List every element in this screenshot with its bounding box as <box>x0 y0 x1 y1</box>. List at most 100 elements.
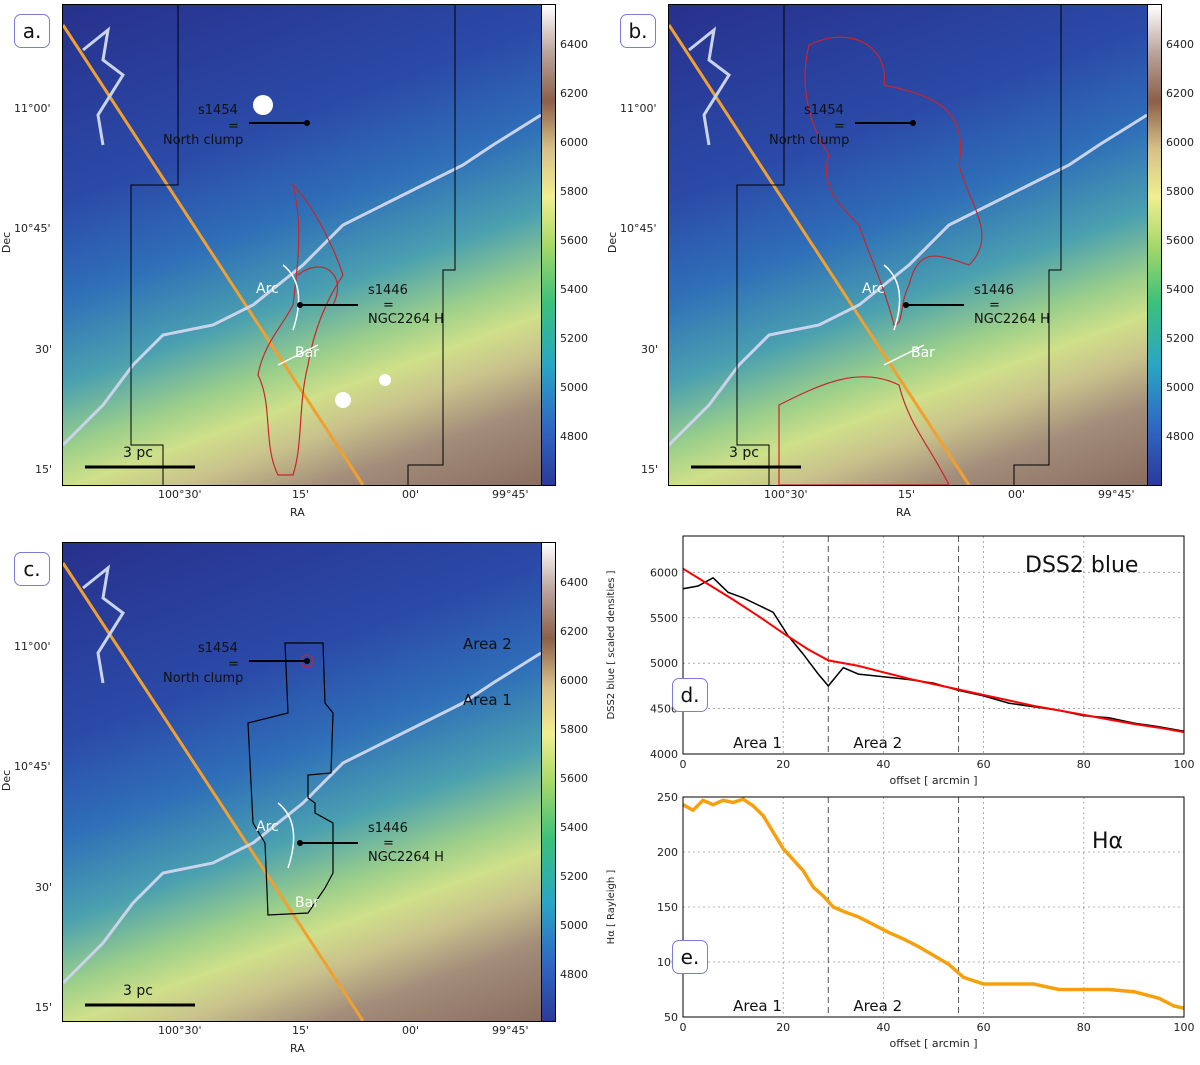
x-tick-label: 0 <box>680 1021 687 1034</box>
survey-boundary <box>669 26 1147 447</box>
dec-tick: 10°45' <box>620 222 657 235</box>
s1454-marker <box>910 120 916 126</box>
ra-tick: 15' <box>292 1024 310 1037</box>
area2-label: Area 2 <box>463 635 512 653</box>
y-tick-label: 250 <box>657 791 678 804</box>
orange-line <box>63 562 365 1021</box>
colorbar-tick: 6000 <box>560 674 588 687</box>
s1446-marker <box>903 302 909 308</box>
map-overlay-c <box>63 562 541 1021</box>
colorbar-tick: 6400 <box>560 38 588 51</box>
chart-title: DSS2 blue <box>1025 553 1138 578</box>
arc-curve <box>282 264 300 331</box>
dec-tick: 10°45' <box>14 760 51 773</box>
scale-bar-label: 3 pc <box>123 983 153 999</box>
y-tick-label: 4500 <box>650 703 678 716</box>
colorbar-tick: 6400 <box>1166 38 1194 51</box>
ra-tick: 15' <box>292 488 310 501</box>
survey-boundary <box>63 564 541 985</box>
bar-label: Bar <box>911 345 935 361</box>
panel-label-a: a. <box>14 14 50 48</box>
coverage-outline <box>130 5 456 485</box>
panel-d: 0 20 40 60 80 100 4000 4500 5000 5500 6000 DSS2 blu… <box>600 528 1200 790</box>
s1454-alias: North clump <box>163 133 244 148</box>
contours <box>778 36 983 485</box>
x-axis-label: offset [ arcmin ] <box>889 1037 977 1050</box>
chart-d: 0 20 40 60 80 100 4000 4500 5000 5500 6000 DSS2 blu… <box>606 535 1195 787</box>
s1446-label: s1446 <box>974 283 1014 298</box>
x-tick-label: 20 <box>776 1021 790 1034</box>
bar-line <box>277 344 319 366</box>
panel-label-d: d. <box>672 678 708 712</box>
area1-label: Area 1 <box>733 734 782 752</box>
y-tick-label: 4000 <box>650 748 678 761</box>
s1446-marker <box>297 840 303 846</box>
panel-label-e: e. <box>672 940 708 974</box>
s1454-label: s1454 <box>198 103 238 118</box>
x-tick-label: 100 <box>1174 758 1195 771</box>
x-tick-label: 100 <box>1174 1021 1195 1034</box>
panel-b: s1454 = North clump s1446 = NGC2264 H Ar… <box>606 0 1200 525</box>
contours <box>257 183 344 476</box>
plot-frame <box>682 796 1185 1018</box>
extraction-region <box>247 642 334 916</box>
orange-line <box>669 24 971 485</box>
panel-c: s1454 = North clump s1446 = NGC2264 H Ar… <box>0 538 600 1061</box>
panel-label-b: b. <box>620 14 656 48</box>
colorbar-tick: 5000 <box>1166 381 1194 394</box>
s1446-alias: NGC2264 H <box>368 850 444 865</box>
colorbar-tick: 5800 <box>1166 185 1194 198</box>
ra-axis-label: RA <box>896 506 911 519</box>
dec-axis-label: Dec <box>606 231 620 254</box>
s1454-equals: = <box>228 119 239 134</box>
dec-tick: 10°45' <box>14 222 51 235</box>
s1446-label: s1446 <box>368 283 408 298</box>
y-tick-label: 5500 <box>650 612 678 625</box>
s1446-alias: NGC2264 H <box>368 312 444 327</box>
x-tick-label: 80 <box>1077 758 1091 771</box>
scale-bar-label: 3 pc <box>729 445 759 461</box>
s1454-label: s1454 <box>804 103 844 118</box>
colorbar-tick: 5200 <box>560 870 588 883</box>
dec-tick: 11°00' <box>620 102 657 115</box>
s1446-alias: NGC2264 H <box>974 312 1050 327</box>
colorbar-tick: 5200 <box>1166 332 1194 345</box>
colorbar-tick: 4800 <box>1166 430 1194 443</box>
dec-tick: 30' <box>35 343 53 356</box>
s1446-equals: = <box>989 298 1000 313</box>
panel-label-c: c. <box>14 552 50 586</box>
x-tick-label: 0 <box>680 758 687 771</box>
s1454-alias: North clump <box>163 671 244 686</box>
bright-star <box>379 374 391 386</box>
ra-tick: 15' <box>898 488 916 501</box>
x-tick-label: 60 <box>977 758 991 771</box>
colorbar-tick: 6200 <box>560 87 588 100</box>
x-tick-label: 80 <box>1077 1021 1091 1034</box>
dec-tick: 30' <box>35 881 53 894</box>
y-tick-label: 150 <box>657 901 678 914</box>
plot-frame <box>682 535 1185 755</box>
ra-tick: 00' <box>402 1024 420 1037</box>
panel-a: s1454 = North clump s1446 = NGC2264 H Ar… <box>0 0 600 525</box>
colorbar-tick: 4800 <box>560 430 588 443</box>
x-axis-label: offset [ arcmin ] <box>889 774 977 787</box>
colorbar-tick: 6400 <box>560 576 588 589</box>
orange-line <box>63 24 365 485</box>
dec-tick: 15' <box>641 463 659 476</box>
colorbar-tick: 5800 <box>560 185 588 198</box>
colorbar-c <box>541 542 556 1022</box>
ra-tick: 100°30' <box>764 488 808 501</box>
s1454-marker <box>304 120 310 126</box>
series-line-Halpha <box>682 797 1185 1010</box>
colorbar-tick: 5200 <box>560 332 588 345</box>
arc-curve <box>883 264 901 331</box>
colorbar-tick: 6200 <box>1166 87 1194 100</box>
area1-label: Area 1 <box>733 997 782 1015</box>
series-line-fit <box>682 567 1185 734</box>
ra-tick: 00' <box>1008 488 1026 501</box>
s1446-marker <box>297 302 303 308</box>
s1454-alias: North clump <box>769 133 850 148</box>
y-tick-label: 50 <box>664 1011 678 1024</box>
area2-label: Area 2 <box>853 734 902 752</box>
dec-tick: 15' <box>35 463 53 476</box>
